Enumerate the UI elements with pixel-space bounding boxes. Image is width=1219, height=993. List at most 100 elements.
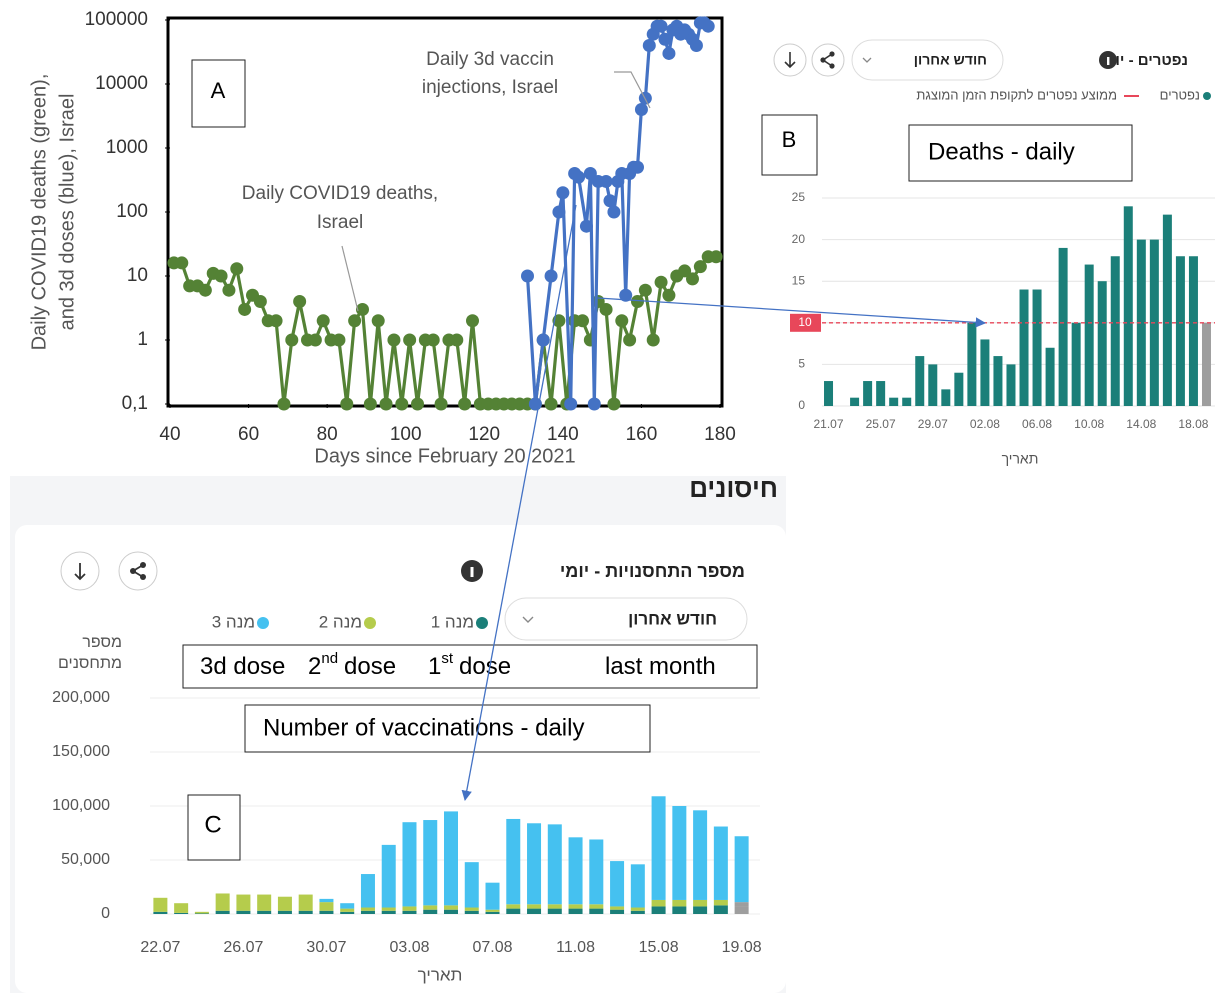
bar-segment: [381, 844, 396, 908]
data-point: [198, 283, 212, 297]
bar-segment: [734, 836, 749, 903]
data-point: [662, 46, 676, 60]
data-point: [214, 269, 228, 283]
legend-label: מנה 3: [212, 612, 255, 631]
share-icon-dot: [140, 574, 146, 580]
bar: [1045, 347, 1055, 406]
data-point: [175, 256, 189, 270]
x-tick-label: 30.07: [306, 939, 346, 956]
y-tick-label: 0: [798, 398, 805, 412]
y-tick-label: 10: [127, 265, 148, 286]
share-button: [118, 551, 158, 591]
annotation: Daily COVID19 deaths,: [242, 183, 438, 204]
bar-segment: [464, 907, 479, 911]
bar-segment: [610, 906, 625, 910]
data-point: [536, 333, 550, 347]
x-axis-label: תאריך: [418, 965, 463, 984]
bar: [1006, 364, 1016, 406]
bar-segment: [734, 902, 749, 907]
data-point: [363, 397, 377, 411]
share-icon-dot: [820, 57, 826, 63]
bar-segment: [194, 911, 209, 914]
bar-segment: [381, 907, 396, 911]
data-point: [371, 314, 385, 328]
data-point: [619, 288, 633, 302]
caption-box: [182, 644, 758, 689]
bar-segment: [506, 818, 521, 905]
data-point: [293, 294, 307, 308]
bar: [915, 356, 925, 406]
annotation-leader: [614, 71, 651, 109]
y-tick-label: 200,000: [52, 689, 110, 706]
bar-segment: [568, 908, 583, 914]
x-tick-label: 15.08: [639, 939, 679, 956]
data-point: [693, 260, 707, 274]
bar-segment: [402, 910, 417, 914]
bar-segment: [651, 796, 666, 900]
data-point: [678, 264, 692, 278]
y-tick-label: 150,000: [52, 743, 110, 760]
bar: [993, 356, 1003, 406]
data-point: [521, 269, 534, 283]
x-tick-label: 80: [317, 424, 338, 445]
panel-b: נפטרים - יומי חודש אחרון נפטרים ממוצע נפטרי…: [761, 39, 1215, 467]
bar-segment: [589, 839, 604, 905]
bar: [1071, 322, 1081, 406]
bar-segment: [610, 909, 625, 914]
caption: last month: [605, 653, 716, 680]
caption-superscript: st: [441, 650, 454, 667]
bar: [1110, 256, 1120, 406]
bar-segment: [360, 910, 375, 914]
data-point: [253, 294, 267, 308]
data-point: [642, 38, 656, 52]
x-axis-label: תאריך: [1002, 451, 1039, 467]
x-tick-label: 26.07: [223, 939, 263, 956]
share-icon-dot: [829, 51, 835, 57]
x-tick-label: 07.08: [472, 939, 512, 956]
data-point: [615, 314, 629, 328]
bar-segment: [527, 823, 542, 905]
caption: 1st dose: [428, 650, 511, 680]
caption-box: [191, 59, 246, 128]
bar-segment: [215, 910, 230, 914]
y-tick-label: 25: [792, 190, 806, 204]
caption-box: [908, 124, 1133, 182]
x-tick-label: 18.08: [1178, 417, 1208, 431]
x-tick-label: 06.08: [1022, 417, 1052, 431]
chart-title: מספר התחסנויות - יומי: [560, 561, 745, 581]
connector-arrows: [461, 204, 987, 802]
annotation: injections, Israel: [422, 77, 558, 98]
y-tick-label: 15: [792, 273, 806, 287]
download-icon: [74, 563, 86, 581]
legend-swatch: [476, 617, 488, 629]
bar-segment: [651, 899, 666, 907]
x-tick-label: 19.08: [722, 939, 762, 956]
x-axis-label: Days since February 20 2021: [314, 445, 575, 467]
y-tick-label: 100: [116, 201, 148, 222]
y-tick-label: 50,000: [61, 851, 110, 868]
bar-segment: [527, 904, 542, 909]
data-point: [403, 333, 417, 347]
bar-segment: [236, 910, 251, 914]
dropdown-chevron: [522, 616, 534, 623]
data-point: [552, 205, 566, 219]
y-tick-label: 100,000: [52, 797, 110, 814]
bar-segment: [319, 910, 334, 914]
data-point: [599, 174, 613, 188]
bar: [967, 322, 977, 406]
x-tick-label: 25.07: [866, 417, 896, 431]
legend-swatch: [364, 617, 376, 629]
bar-segment: [506, 908, 521, 914]
data-point: [348, 314, 362, 328]
data-point: [395, 397, 409, 411]
data-point: [356, 302, 369, 316]
data-point: [607, 205, 621, 219]
bar-segment: [174, 903, 189, 913]
bar: [850, 397, 860, 406]
x-tick-label: 10.08: [1074, 417, 1104, 431]
data-point: [654, 275, 668, 289]
data-point: [564, 397, 578, 411]
bar-segment: [423, 909, 438, 914]
data-point: [587, 397, 601, 411]
bar-segment: [340, 908, 355, 912]
